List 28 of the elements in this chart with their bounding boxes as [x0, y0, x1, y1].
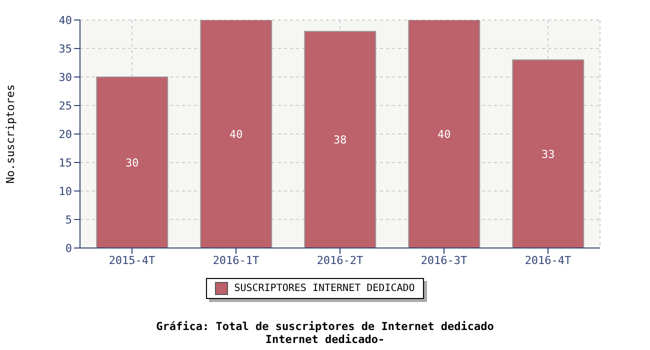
y-axis-title: No.suscriptores: [4, 84, 17, 184]
x-tick-label: 2016-2T: [316, 254, 364, 267]
text: SUSCRIPTORES INTERNET DEDICADO: [234, 283, 415, 294]
bar: [408, 20, 480, 248]
x-tick-label: 2016-3T: [420, 254, 468, 267]
y-tick-label: 35: [58, 42, 72, 56]
data-label: 40: [230, 128, 243, 141]
y-tick-label: 20: [58, 128, 72, 141]
data-label: 38: [334, 134, 347, 147]
text: Gráfica: Total de suscriptores de Internet dedicado: [155, 320, 495, 333]
bar: [304, 30, 376, 248]
y-tick-label: 25: [58, 99, 72, 112]
text: Internet dedicado-: [264, 333, 386, 346]
data-label: 40: [438, 128, 451, 141]
data-label: 30: [126, 156, 139, 170]
y-tick-label: 40: [58, 14, 72, 27]
y-tick-label: 5: [65, 213, 72, 226]
bar: [200, 20, 272, 248]
y-tick-label: 15: [58, 156, 72, 170]
bar: [512, 59, 584, 248]
y-tick-label: 10: [58, 184, 72, 198]
y-tick-label: 30: [58, 70, 72, 84]
x-tick-label: 2016-1T: [212, 254, 260, 267]
bar: [96, 76, 168, 248]
x-tick-label: 2015-4T: [108, 254, 156, 267]
data-label: 33: [542, 148, 555, 161]
x-tick-label: 2016-4T: [524, 254, 572, 267]
y-tick-label: 0: [65, 242, 72, 255]
